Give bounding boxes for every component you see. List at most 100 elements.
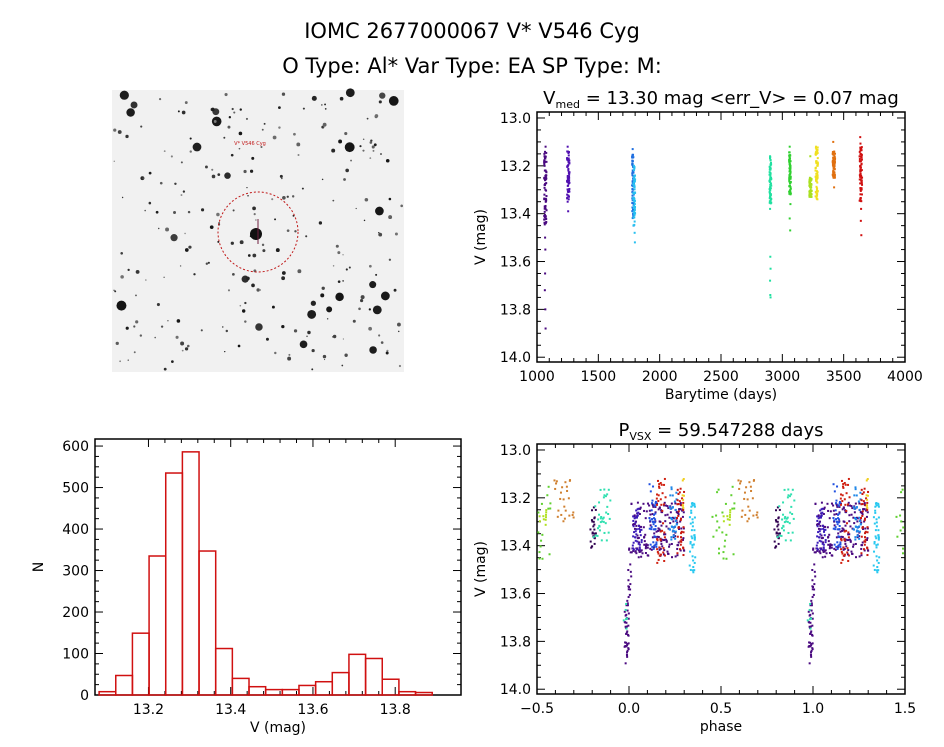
data-point — [633, 179, 636, 182]
data-point — [631, 544, 634, 547]
star — [184, 248, 189, 252]
data-point — [592, 536, 595, 539]
data-point — [543, 164, 546, 167]
data-point — [823, 550, 826, 553]
y-tick-label: 13.0 — [500, 443, 531, 459]
data-point — [543, 214, 546, 217]
data-point — [857, 530, 860, 533]
data-point — [654, 505, 657, 508]
data-point — [747, 517, 750, 520]
star — [156, 302, 160, 307]
data-point — [846, 503, 849, 506]
data-point — [661, 545, 664, 548]
data-point — [538, 520, 541, 523]
data-point — [833, 524, 836, 527]
data-point — [648, 483, 651, 486]
star — [280, 177, 283, 180]
data-point — [711, 515, 714, 518]
data-point — [640, 541, 643, 544]
data-point — [840, 493, 843, 496]
data-point — [665, 540, 668, 543]
data-point — [769, 187, 772, 190]
data-point — [668, 516, 671, 519]
star — [323, 358, 326, 361]
x-tick-label: 13.2 — [133, 702, 164, 718]
data-point — [859, 168, 862, 171]
x-tick-label: 0.0 — [618, 701, 640, 717]
data-point — [778, 532, 781, 535]
data-point — [598, 513, 601, 516]
star — [318, 221, 323, 225]
data-point — [623, 610, 626, 613]
star — [160, 325, 164, 328]
data-point — [658, 507, 661, 510]
data-point — [655, 541, 658, 544]
data-point — [663, 536, 666, 539]
data-point — [876, 571, 879, 574]
data-point — [682, 554, 685, 557]
data-point — [633, 200, 636, 203]
data-point — [816, 190, 819, 193]
star — [238, 131, 243, 136]
data-point — [625, 604, 628, 607]
data-point — [810, 617, 813, 620]
data-point — [861, 527, 864, 530]
star — [394, 232, 398, 236]
star — [113, 160, 115, 162]
data-point — [848, 538, 851, 541]
data-point — [672, 534, 675, 537]
histogram-bar — [115, 674, 134, 696]
star — [176, 319, 181, 323]
data-point — [859, 189, 862, 192]
data-point — [769, 279, 772, 282]
data-point — [843, 547, 846, 550]
data-point — [598, 525, 601, 528]
data-point — [673, 530, 676, 533]
data-point — [627, 642, 630, 645]
data-point — [859, 170, 862, 173]
star — [372, 149, 375, 152]
data-point — [543, 210, 546, 213]
data-point — [559, 497, 562, 500]
data-point — [860, 544, 863, 547]
data-point — [822, 549, 825, 552]
data-point — [690, 505, 693, 508]
data-point — [677, 541, 680, 544]
star — [189, 150, 192, 153]
star — [332, 199, 335, 202]
data-point — [563, 517, 566, 520]
x-tick-label: 1.0 — [802, 701, 824, 717]
data-point — [839, 503, 842, 506]
histogram-bar — [148, 555, 167, 696]
data-point — [543, 205, 546, 208]
data-point — [694, 556, 697, 559]
data-point — [633, 223, 636, 226]
data-point — [820, 514, 823, 517]
data-point — [627, 617, 630, 620]
data-point — [831, 160, 834, 163]
data-point — [593, 537, 596, 540]
data-point — [555, 482, 558, 485]
data-point — [853, 522, 856, 525]
data-point — [654, 528, 657, 531]
data-point — [840, 535, 843, 538]
star — [140, 125, 143, 128]
data-point — [650, 548, 653, 551]
data-point — [556, 515, 559, 518]
data-point — [680, 540, 683, 543]
data-point — [725, 557, 728, 560]
data-point — [603, 488, 606, 491]
star — [297, 154, 300, 157]
data-point — [631, 162, 634, 165]
data-point — [815, 172, 818, 175]
star — [344, 353, 348, 357]
data-point — [872, 516, 875, 519]
plot-frame — [536, 443, 906, 695]
data-point — [657, 529, 660, 532]
data-point — [739, 480, 742, 483]
star — [278, 126, 281, 129]
data-point — [543, 213, 546, 216]
data-point — [652, 513, 655, 516]
data-point — [788, 154, 791, 157]
data-point — [810, 649, 813, 652]
